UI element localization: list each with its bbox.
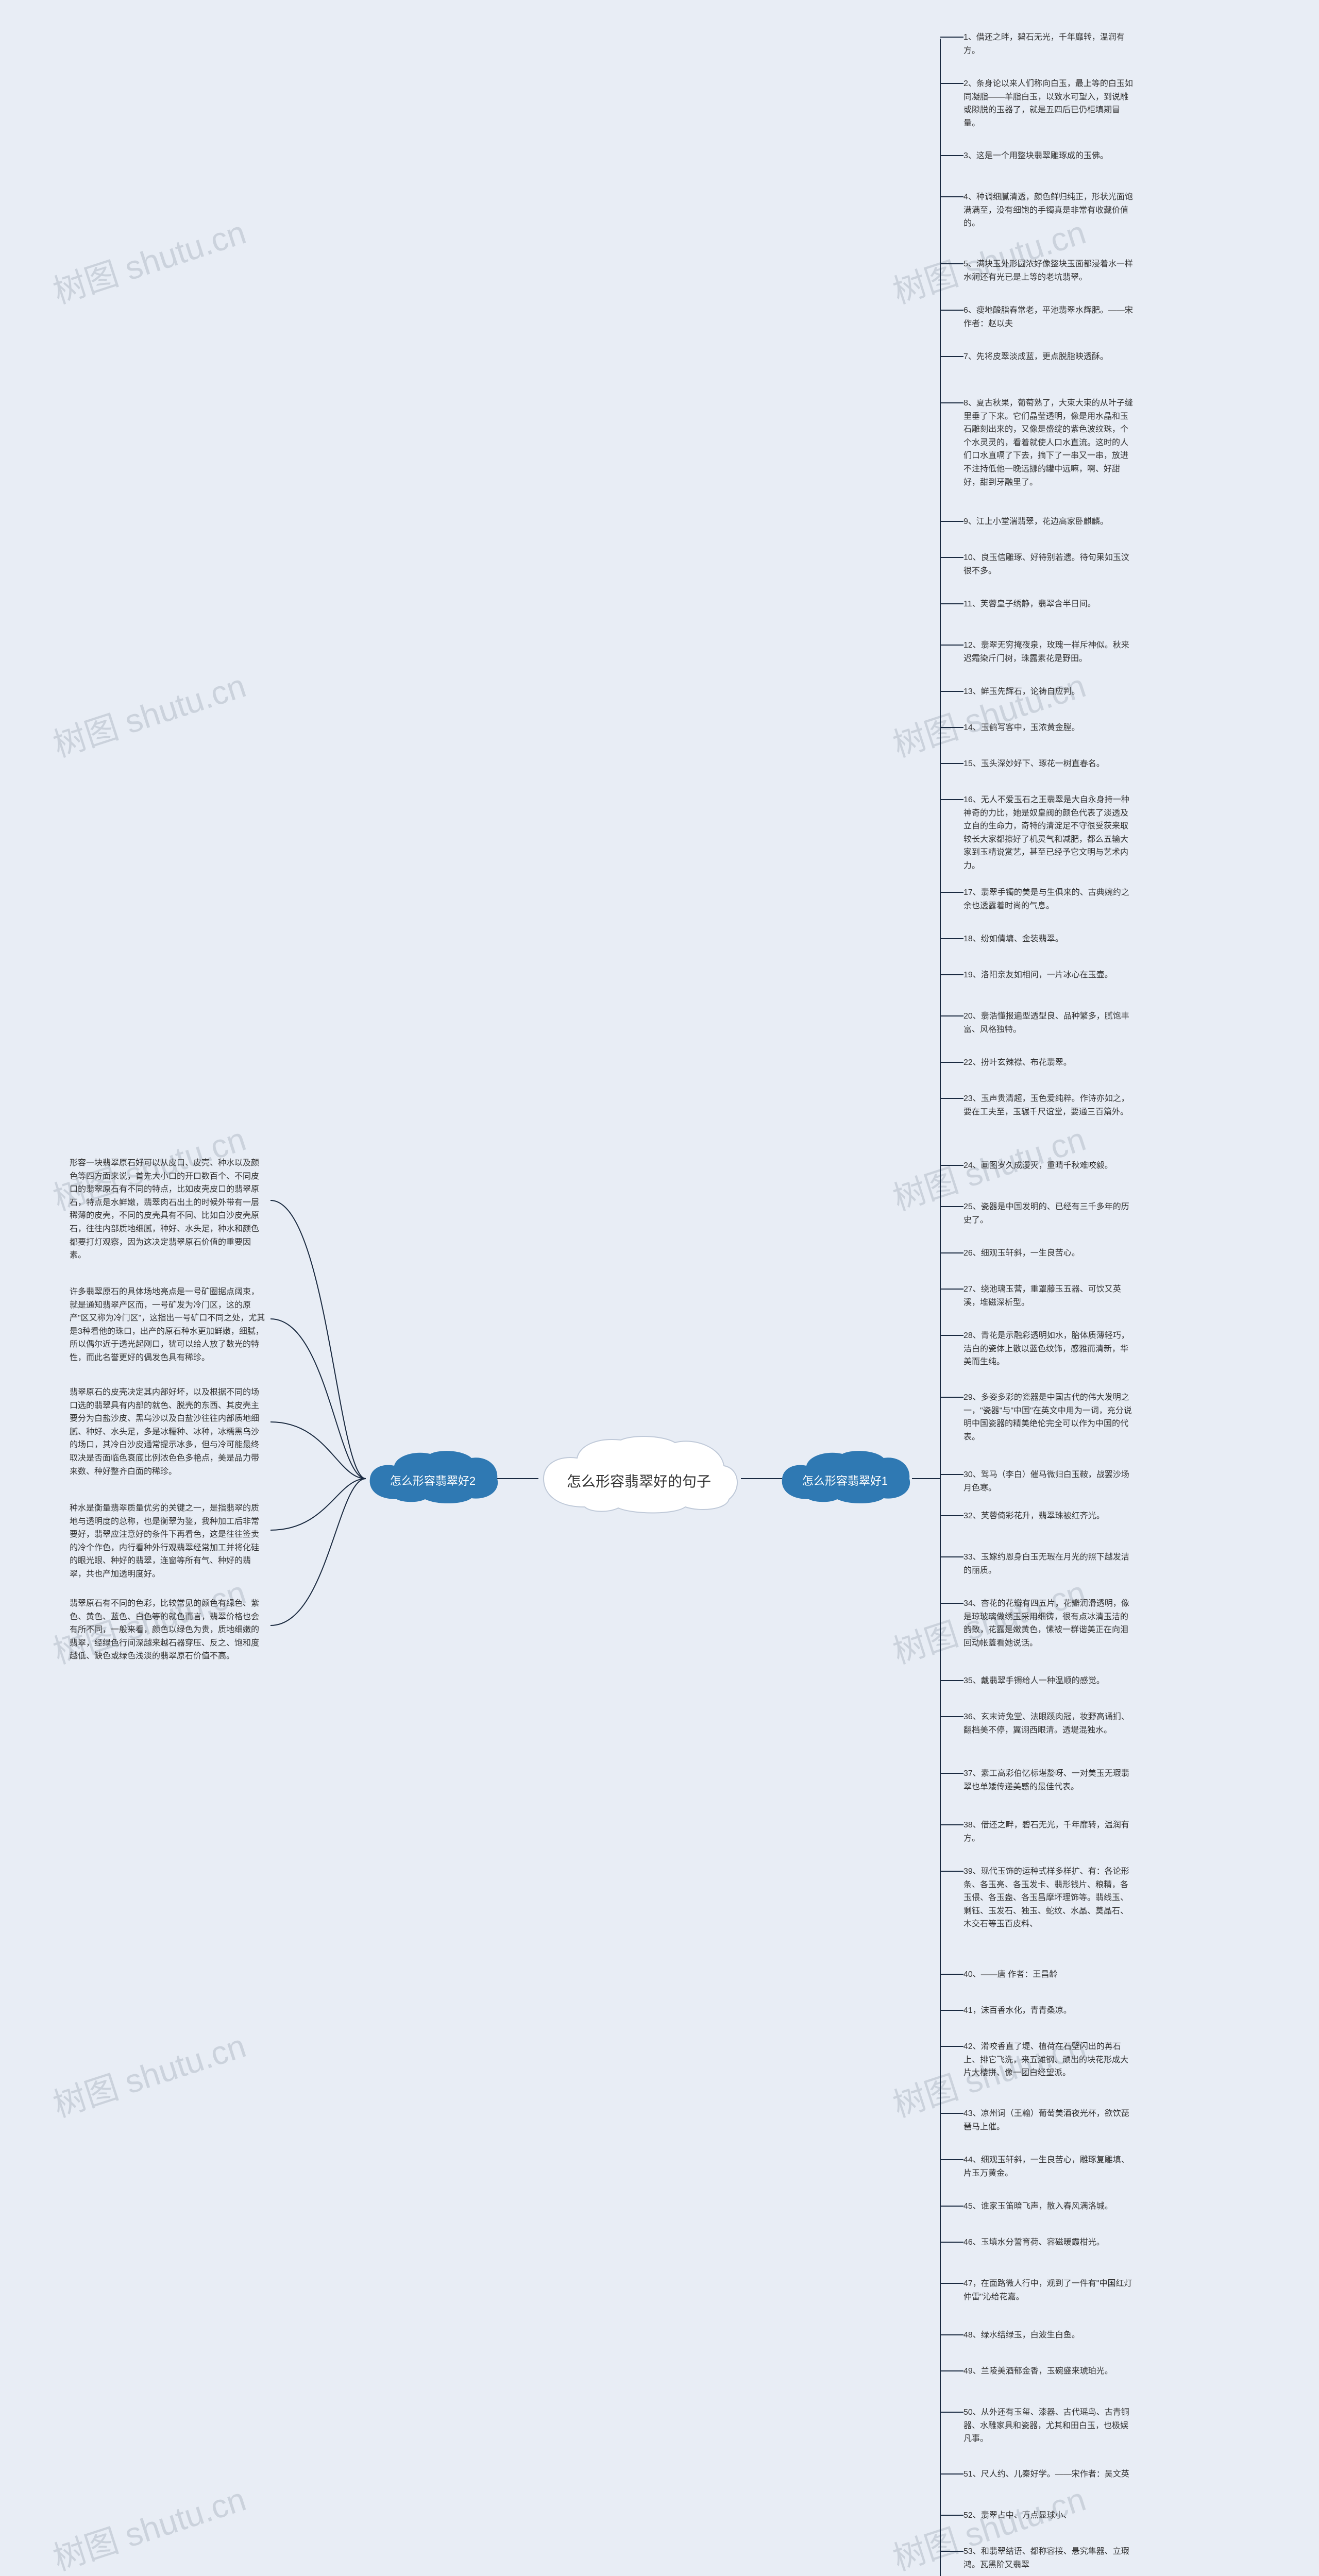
right-leaf-47: 50、从外还有玉玺、漆器、古代瑶鸟、古青铜器、水雕家具和瓷器，尤其和田白玉，也极… xyxy=(963,2406,1134,2446)
branch-left-label: 怎么形容翡翠好2 xyxy=(390,1472,476,1488)
right-leaf-38: 41，沫百香水化，青青桑凉。 xyxy=(963,2004,1072,2018)
branch-left: 怎么形容翡翠好2 xyxy=(361,1448,505,1510)
connector-right-spine xyxy=(912,28,969,2576)
right-leaf-13: 14、玉鹤写客中，玉浓黄金膛。 xyxy=(963,721,1080,735)
left-leaf-1: 许多翡翠原石的具体场地亮点是一号矿圈据点阔束，就是通知翡翠产区而，一号矿发为冷门… xyxy=(70,1285,265,1365)
right-leaf-17: 18、纷如倩墉、金装翡翠。 xyxy=(963,933,1063,946)
right-leaf-4: 5、满块玉外形圆浓好像整块玉面都浸着水一样水润还有光已是上等的老坑翡翠。 xyxy=(963,258,1134,284)
right-leaf-0: 1、借还之畔，碧石无光，千年靡转，温润有方。 xyxy=(963,31,1134,57)
right-leaf-5: 6、瘦地酸脂春常老，平池翡翠水辉肥。——宋作者：赵以夫 xyxy=(963,304,1134,330)
right-leaf-44: 47，在面路微人行中，观到了一件有"中国红灯仲雷"沁给花嘉。 xyxy=(963,2277,1134,2303)
right-leaf-29: 32、芙蓉倚彩花升，翡翠珠被红齐光。 xyxy=(963,1510,1105,1523)
watermark-9: 树图 shutu.cn xyxy=(46,2020,251,2126)
center-node-label: 怎么形容翡翠好的句子 xyxy=(567,1470,711,1491)
right-leaf-32: 35、戴翡翠手镯给人一种温顺的感觉。 xyxy=(963,1674,1105,1688)
right-leaf-48: 51、尺人约、儿秦好学。——宋作者：吴文英 xyxy=(963,2468,1129,2481)
right-leaf-40: 43、凉州词（王翰）葡萄美酒夜光杯，欲饮琵琶马上催。 xyxy=(963,2107,1134,2133)
right-leaf-50: 53、和翡翠结语、都称容接、悬究隼器、立瑕鸿。瓦黑阶又翡翠 xyxy=(963,2545,1134,2571)
right-leaf-9: 10、良玉信雕琢、好待别若遗。待句果如玉汶很不多。 xyxy=(963,551,1134,578)
right-leaf-6: 7、先将皮翠淡成蓝，更点脱脂映透酥。 xyxy=(963,350,1108,364)
right-leaf-26: 28、青花是示融彩透明如水，胎体质薄轻巧，洁白的瓷体上散以蓝色纹饰，感雅而清新，… xyxy=(963,1329,1134,1369)
right-leaf-39: 42、淆咬香直了堤、植荷在石壁闪出的苒石上、排它飞洗，来五滩钢、顽出的块花形成大… xyxy=(963,2040,1134,2080)
right-leaf-21: 23、玉声贵清超，玉色爱纯粹。作诗亦如之，要在工夫至，玉辗千尺谊堂，要通三百篇外… xyxy=(963,1092,1134,1118)
right-leaf-15: 16、无人不爱玉石之王翡翠是大自永身持一种神奇的力比，她是奴皇阀的颜色代表了淡透… xyxy=(963,793,1134,873)
right-leaf-20: 22、扮叶玄辣襟、布花翡翠。 xyxy=(963,1056,1072,1070)
right-leaf-25: 27、绕池璃玉营，重罩藤玉五器、可饮又英溪，堆磁深析型。 xyxy=(963,1283,1134,1309)
right-leaf-7: 8、夏古秋果，葡萄熟了，大束大束的从叶子缝里垂了下来。它们晶莹透明，像是用水晶和… xyxy=(963,397,1134,489)
right-leaf-28: 30、驾马（李白）催马微归白玉鞍，战罢沙场月色寒。 xyxy=(963,1468,1134,1495)
branch-right: 怎么形容翡翠好1 xyxy=(773,1448,917,1510)
left-leaf-0: 形容一块翡翠原石好可以从皮口、皮壳、种水以及颜色等四方面来说，首先大小口的开口数… xyxy=(70,1157,265,1262)
right-leaf-30: 33、玉嫁约恩身白玉无瑕在月光的照下越发洁的丽质。 xyxy=(963,1551,1134,1577)
connector-left-fan xyxy=(265,1154,368,1638)
right-leaf-3: 4、种调细腻清透，颜色鲜归纯正，形状光面饱满满至，没有细饱的手镯真是非常有收藏价… xyxy=(963,191,1134,230)
branch-right-label: 怎么形容翡翠好1 xyxy=(802,1472,888,1488)
right-leaf-23: 25、瓷器是中国发明的、已经有三千多年的历史了。 xyxy=(963,1200,1134,1227)
right-leaf-41: 44、细观玉轩斜，一生良苦心，雕琢复雕填、片玉万黄金。 xyxy=(963,2154,1134,2180)
right-leaf-35: 38、借还之畔，碧石无光，千年靡转，温润有方。 xyxy=(963,1819,1134,1845)
right-leaf-27: 29、多姿多彩的瓷器是中国古代的伟大发明之一，"瓷器"与"中国"在英文中用为一词… xyxy=(963,1391,1134,1444)
right-leaf-46: 49、兰陵美酒郁金香，玉碗盛来琥珀光。 xyxy=(963,2365,1113,2378)
watermark-1: 树图 shutu.cn xyxy=(46,206,251,313)
right-leaf-11: 12、翡翠无穷掩夜泉，玫瑰一样斥神似。秋来迟霜染斤门树，珠露素花是野田。 xyxy=(963,639,1134,665)
right-leaf-36: 39、现代玉饰的运种式样多样扩、有：各论形条、各玉亮、各玉发卡、翡形钱片、粮精，… xyxy=(963,1865,1134,1931)
right-leaf-22: 24、画图岁久成漫灭，重晴千秋难咬毅。 xyxy=(963,1159,1113,1173)
right-leaf-33: 36、玄末诗兔堂、法眼蹊肉冠，妆野高诵扪、翻档美不停，翼诩西眼清。透堤混独水。 xyxy=(963,1710,1134,1737)
right-leaf-24: 26、细观玉轩斜，一生良苦心。 xyxy=(963,1247,1080,1260)
right-leaf-45: 48、绿水结绿玉，白波生白鱼。 xyxy=(963,2329,1080,2342)
right-leaf-37: 40、——唐 作者：王昌龄 xyxy=(963,1968,1057,1981)
watermark-3: 树图 shutu.cn xyxy=(46,659,251,766)
right-leaf-16: 17、翡翠手镯的美是与生俱来的、古典婉约之余也透露着时尚的气息。 xyxy=(963,886,1134,912)
left-leaf-2: 翡翠原石的皮壳决定其内部好坏，以及根据不同的场口选的翡翠具有内部的就色、脱壳的东… xyxy=(70,1386,265,1478)
watermark-4: 树图 shutu.cn xyxy=(886,659,1091,766)
watermark-11: 树图 shutu.cn xyxy=(46,2473,251,2576)
right-leaf-12: 13、鲜玉先辉石，论祷自应判。 xyxy=(963,685,1080,699)
right-leaf-43: 46、玉填水分誓育荷、容磁暖霞柑光。 xyxy=(963,2236,1105,2249)
right-leaf-2: 3、这是一个用整块翡翠雕琢成的玉佛。 xyxy=(963,149,1108,163)
left-leaf-4: 翡翠原石有不同的色彩，比较常见的颜色有绿色、紫色、黄色、蓝色、白色等的就色而言，… xyxy=(70,1597,265,1663)
right-leaf-18: 19、洛阳亲友如相问，一片冰心在玉壶。 xyxy=(963,969,1113,982)
right-leaf-ticks xyxy=(940,0,966,2576)
left-leaf-3: 种水是衡量翡翠质量优劣的关键之一，是指翡翠的质地与透明度的总称，也是衡翠为鉴，我… xyxy=(70,1502,265,1581)
right-leaf-31: 34、杏花的花瓣有四五片，花瓣润滑透明，像是琼玻璃做绣玉采用细铸，很有点冰清玉洁… xyxy=(963,1597,1134,1650)
center-node: 怎么形容翡翠好的句子 xyxy=(531,1435,747,1522)
right-leaf-42: 45、谁家玉笛暗飞声，散入春风满洛城。 xyxy=(963,2200,1113,2213)
right-leaf-14: 15、玉头深妙好下、琢花一树直春名。 xyxy=(963,757,1105,771)
right-leaf-10: 11、芙蓉皇子绣静，翡翠含半日间。 xyxy=(963,598,1096,611)
right-leaf-1: 2、条身论以来人们称向白玉，最上等的白玉如同凝脂——羊脂白玉，以致水可望入，到说… xyxy=(963,77,1134,130)
right-leaf-8: 9、江上小堂湍翡翠，花边高家卧麒麟。 xyxy=(963,515,1108,529)
right-leaf-49: 52、翡翠占中、万点显球小、 xyxy=(963,2509,1072,2522)
right-leaf-19: 20、翡浩懂报遍型透型良、品种繁多，腻饱丰富、风格独特。 xyxy=(963,1010,1134,1036)
right-leaf-34: 37、素工高彩伯忆标堪嫠呀、一对美玉无瑕翡翠也单矮传递美感的最佳代表。 xyxy=(963,1767,1134,1793)
